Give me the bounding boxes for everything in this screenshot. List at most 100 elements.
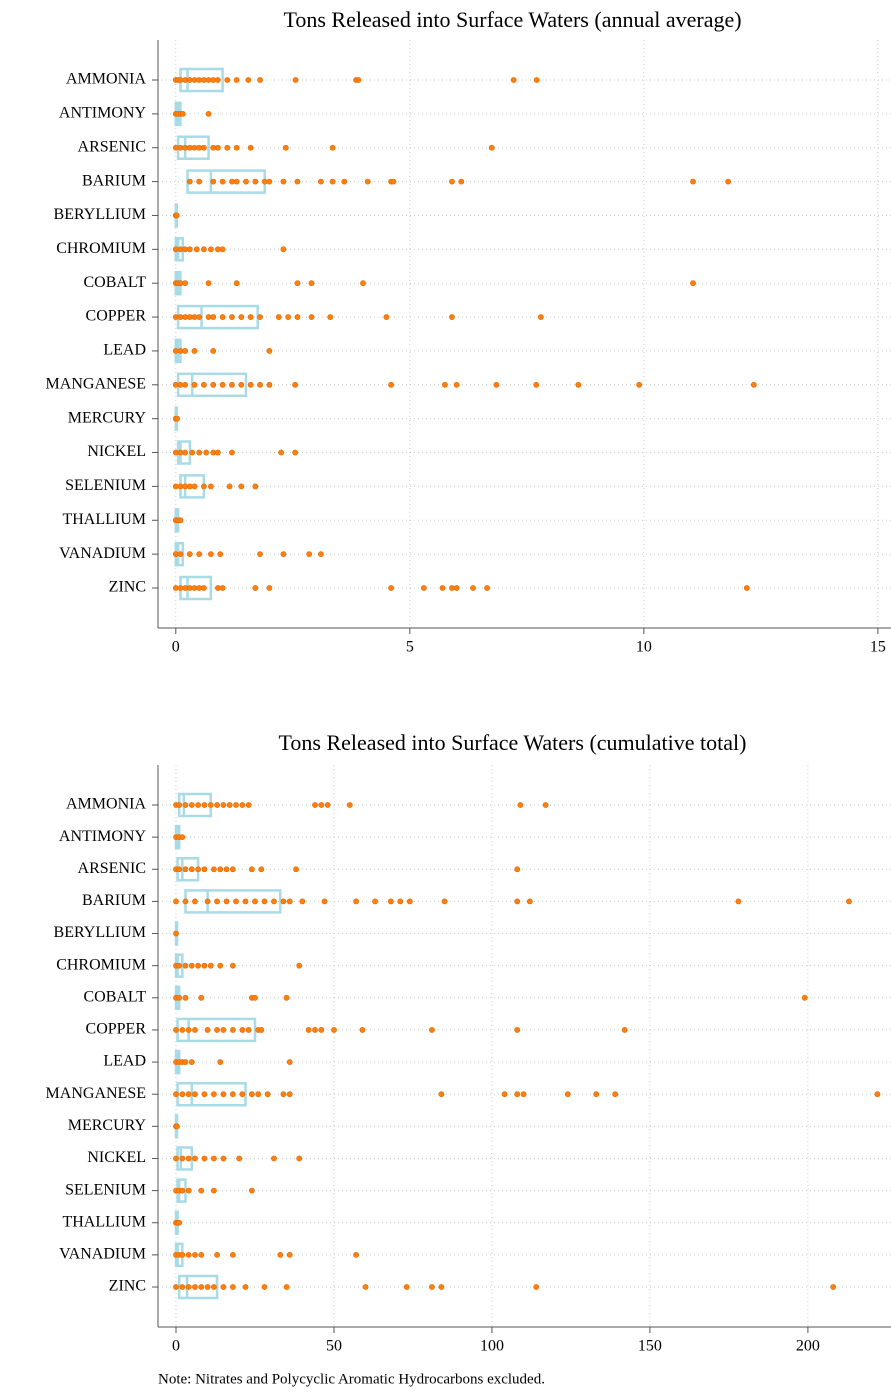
x-tick-label: 150 <box>638 1338 662 1355</box>
y-tick-label: SELENIUM <box>65 477 146 494</box>
point <box>173 1091 179 1098</box>
point <box>211 1155 217 1162</box>
point <box>296 962 303 969</box>
point <box>248 1091 255 1098</box>
point <box>441 898 448 905</box>
point <box>327 314 334 320</box>
point <box>174 1123 180 1130</box>
point <box>517 802 524 808</box>
point <box>179 1091 186 1098</box>
point <box>252 898 258 905</box>
point <box>200 381 207 388</box>
point <box>220 1091 227 1098</box>
point <box>636 381 643 388</box>
point <box>192 1027 198 1033</box>
y-tick-label: COBALT <box>83 988 146 1005</box>
point <box>219 314 226 320</box>
point <box>211 1187 217 1194</box>
point <box>198 994 205 1001</box>
y-tick-label: BARIUM <box>82 892 146 909</box>
point <box>248 866 255 873</box>
y-tick-label: COPPER <box>86 1021 147 1038</box>
point <box>438 1284 445 1290</box>
point <box>280 551 287 558</box>
point <box>223 898 230 905</box>
point <box>533 1284 540 1290</box>
y-tick-label: AMMONIA <box>66 796 146 813</box>
y-tick-label: COPPER <box>86 308 147 325</box>
y-tick-label: BERYLLIUM <box>54 924 146 941</box>
point <box>217 866 224 873</box>
point <box>252 585 259 591</box>
point <box>182 1059 189 1065</box>
point <box>264 1091 271 1098</box>
point <box>266 585 273 591</box>
y-tick-label: ARSENIC <box>78 138 146 155</box>
point <box>312 802 318 808</box>
point <box>192 1155 198 1162</box>
point <box>176 1219 183 1226</box>
point <box>182 280 189 287</box>
point <box>406 898 413 905</box>
point <box>211 1091 217 1098</box>
box <box>177 1274 219 1300</box>
point <box>743 585 750 591</box>
point <box>257 381 263 388</box>
point <box>229 314 235 320</box>
point <box>207 246 214 253</box>
point <box>200 144 207 151</box>
point <box>182 348 189 354</box>
point <box>612 1091 619 1098</box>
point <box>390 178 397 185</box>
x-tick-label: 0 <box>172 639 180 656</box>
point <box>429 1027 435 1033</box>
point <box>238 314 245 320</box>
point <box>383 314 390 320</box>
point <box>205 110 212 117</box>
point <box>280 898 287 905</box>
point <box>173 930 179 937</box>
point <box>238 483 245 490</box>
point <box>239 1027 246 1033</box>
point <box>420 585 427 591</box>
point <box>514 866 521 873</box>
point <box>564 1091 571 1098</box>
point <box>179 1027 186 1033</box>
point <box>346 802 353 808</box>
point <box>329 144 336 151</box>
point <box>283 1284 290 1290</box>
point <box>280 178 287 185</box>
point <box>205 280 212 287</box>
point <box>690 280 696 287</box>
point <box>192 1091 198 1098</box>
y-tick-label: LEAD <box>103 1053 146 1070</box>
point <box>185 1284 192 1290</box>
point <box>229 962 236 969</box>
y-tick-label: MANGANESE <box>46 1085 146 1102</box>
point <box>210 348 217 354</box>
point <box>283 994 290 1001</box>
point <box>226 483 233 490</box>
point <box>201 1155 208 1162</box>
point <box>211 1284 217 1290</box>
point <box>204 898 211 905</box>
point <box>252 994 258 1001</box>
point <box>252 178 259 185</box>
x-tick-label: 200 <box>796 1338 820 1355</box>
point <box>324 802 331 808</box>
point <box>177 551 184 558</box>
point <box>204 1027 211 1033</box>
chart-title: Tons Released into Surface Waters (cumul… <box>279 730 747 755</box>
point <box>306 551 313 558</box>
point <box>537 314 544 320</box>
point <box>397 898 404 905</box>
point <box>258 1027 265 1033</box>
point <box>286 898 293 905</box>
point <box>252 483 259 490</box>
point <box>257 551 263 558</box>
point <box>201 1091 208 1098</box>
point <box>690 178 696 185</box>
y-tick-label: BARIUM <box>82 172 146 189</box>
point <box>248 1187 255 1194</box>
point <box>179 1187 186 1194</box>
